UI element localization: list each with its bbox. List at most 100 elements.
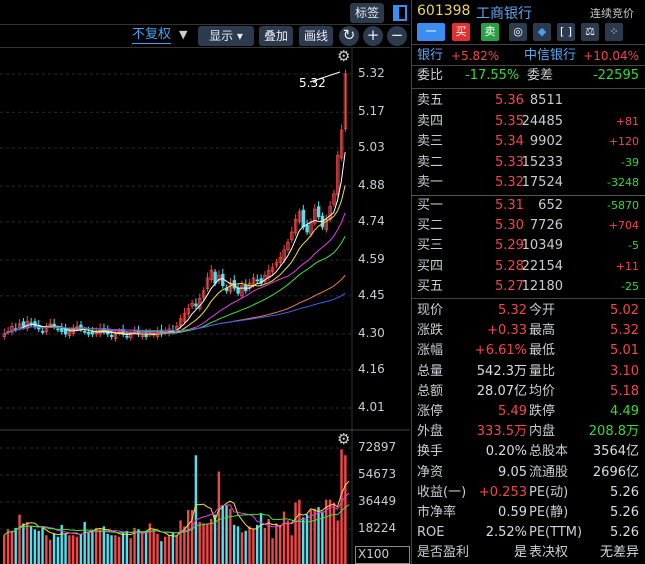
- stat-row: 总量 542.3万 量比 3.10: [417, 362, 639, 382]
- stat-row: 市净率 0.59 PE(静) 5.26: [417, 503, 639, 523]
- sell-row[interactable]: 卖一 5.32 17524 -3248: [417, 173, 639, 193]
- candle: [274, 262, 279, 266]
- volume-bar: [309, 510, 313, 564]
- candle: [339, 129, 344, 159]
- level-price: 5.30: [495, 218, 524, 234]
- stat-value: 5.01: [610, 343, 639, 359]
- share-icon[interactable]: ⁘: [605, 23, 623, 41]
- volume-bar: [183, 526, 186, 564]
- volume-bar: [294, 502, 297, 564]
- weibi-row: 委比 -17.55% 委差 -22595: [417, 66, 639, 86]
- volume-bar: [160, 541, 163, 564]
- panel-toggle-icon[interactable]: [393, 5, 407, 21]
- display-button[interactable]: 显示 ▾: [198, 26, 254, 46]
- price-tick: 4.16: [358, 361, 385, 376]
- stat-label: 最高: [529, 323, 556, 339]
- stat-row: 是否盈利 是 表决权 无差异: [417, 543, 639, 563]
- stat-label: 均价: [529, 383, 556, 399]
- buy-row[interactable]: 买四 5.28 22154 +11: [417, 257, 639, 277]
- tag-button[interactable]: 标签: [350, 3, 384, 23]
- volume-bar: [26, 521, 29, 564]
- refresh-icon[interactable]: ↻: [339, 26, 359, 46]
- sell-row[interactable]: 卖五 5.36 8511: [417, 91, 639, 111]
- volume-bar: [141, 532, 144, 564]
- stat-row: 涨跌 +0.33 最高 5.32: [417, 321, 639, 341]
- stat-value: 2.52%: [485, 525, 527, 541]
- sector-name[interactable]: 银行: [417, 48, 444, 63]
- volume-bar: [236, 526, 240, 564]
- buy-row[interactable]: 买二 5.30 7726 +704: [417, 216, 639, 236]
- stat-value: 2696亿: [592, 464, 639, 480]
- peer-name[interactable]: 中信银行: [524, 48, 577, 63]
- volume-bar: [275, 523, 278, 564]
- draw-line-button[interactable]: 画线: [299, 26, 333, 46]
- stat-row: 涨幅 +6.61% 最低 5.01: [417, 341, 639, 361]
- candle: [178, 318, 183, 326]
- volume-bar: [3, 535, 6, 564]
- volume-bar: [125, 530, 129, 564]
- gear-icon[interactable]: ⚙: [337, 47, 351, 65]
- stat-value: 0.20%: [485, 444, 527, 460]
- compass-icon[interactable]: ◆: [533, 23, 551, 41]
- buy-row[interactable]: 买五 5.27 12180 -25: [417, 277, 639, 297]
- buy-button[interactable]: 买: [452, 23, 470, 41]
- stat-value: 542.3万: [476, 363, 527, 379]
- minus-button[interactable]: 一: [417, 23, 445, 41]
- level-label: 买一: [417, 198, 444, 213]
- candle: [56, 328, 60, 331]
- stat-value: 3.10: [610, 363, 639, 379]
- candle: [297, 211, 302, 222]
- level-change: +81: [615, 114, 639, 128]
- level-change: -5: [628, 239, 639, 253]
- stat-label: 换手: [417, 444, 444, 460]
- stat-value: 0.59: [498, 505, 527, 520]
- volume-bar: [286, 520, 290, 564]
- volume-gear-icon[interactable]: ⚙: [337, 430, 351, 448]
- volume-bar: [240, 532, 244, 564]
- fuquan-select[interactable]: 不复权: [132, 27, 172, 44]
- candle: [290, 231, 294, 241]
- scan-icon[interactable]: [ ]: [557, 23, 575, 41]
- kline-chart[interactable]: [0, 0, 410, 564]
- volume-bar: [18, 514, 21, 564]
- level-label: 买三: [417, 238, 444, 254]
- volume-bar: [129, 538, 132, 564]
- stat-value: 无差异: [599, 545, 639, 561]
- stock-code: 601398: [417, 3, 471, 19]
- balance-icon[interactable]: ⚖: [581, 23, 599, 41]
- buy-row[interactable]: 买一 5.31 652 -5870: [417, 196, 639, 216]
- divider: [411, 88, 645, 89]
- level-volume: 10349: [521, 238, 563, 254]
- buy-row[interactable]: 买三 5.29 10349 -5: [417, 236, 639, 256]
- last-price-pointer: [309, 71, 341, 83]
- candle: [48, 323, 52, 326]
- stat-label: 涨跌: [417, 323, 444, 339]
- stat-label: 跌停: [529, 404, 556, 419]
- candle: [17, 323, 22, 329]
- volume-bar: [56, 536, 60, 564]
- candle: [86, 331, 91, 335]
- stat-value: 是: [513, 545, 527, 561]
- sell-row[interactable]: 卖三 5.34 9902 +120: [417, 132, 639, 152]
- zoom-in-icon[interactable]: +: [363, 26, 383, 46]
- volume-bar: [121, 532, 125, 564]
- stat-row: ROE 2.52% PE(TTM) 5.26: [417, 523, 639, 543]
- overlay-button[interactable]: 叠加: [259, 26, 293, 46]
- stat-label: 总量: [417, 363, 444, 379]
- candle: [221, 273, 225, 287]
- radar-icon[interactable]: ◎: [509, 23, 527, 41]
- zoom-out-icon[interactable]: −: [387, 26, 407, 46]
- volume-bar: [167, 535, 171, 564]
- fuquan-dropdown-icon[interactable]: ▼: [179, 28, 188, 41]
- volume-bar: [321, 511, 324, 564]
- candle: [60, 327, 64, 332]
- price-tick: 4.59: [358, 252, 385, 267]
- sell-row[interactable]: 卖二 5.33 15233 -39: [417, 153, 639, 173]
- sell-button[interactable]: 卖: [481, 23, 499, 41]
- volume-bar: [64, 533, 67, 564]
- ma-line: [3, 151, 346, 336]
- sell-row[interactable]: 卖四 5.35 24485 +81: [417, 112, 639, 132]
- candle: [209, 269, 213, 280]
- level-price: 5.36: [495, 93, 524, 108]
- level-price: 5.29: [495, 238, 524, 254]
